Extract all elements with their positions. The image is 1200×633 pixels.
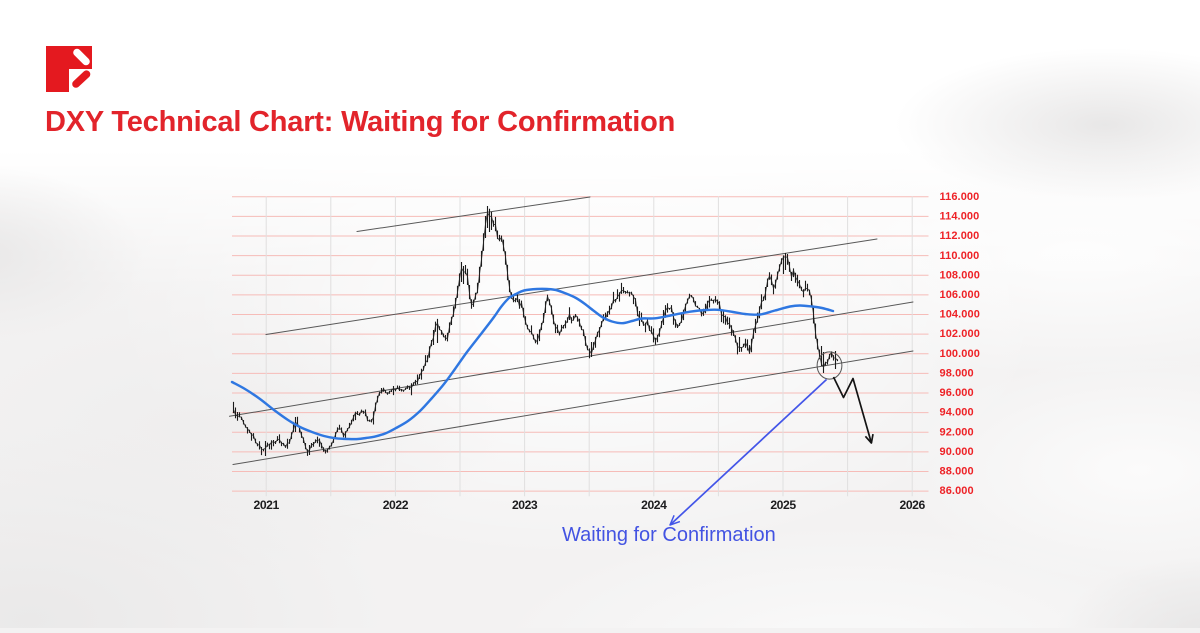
svg-text:114.000: 114.000 bbox=[940, 211, 980, 223]
svg-text:2025: 2025 bbox=[770, 498, 796, 512]
svg-text:116.000: 116.000 bbox=[940, 191, 980, 203]
svg-text:110.000: 110.000 bbox=[940, 250, 980, 262]
svg-text:2026: 2026 bbox=[900, 498, 926, 512]
svg-text:96.000: 96.000 bbox=[940, 387, 974, 399]
svg-text:88.000: 88.000 bbox=[940, 466, 974, 478]
svg-text:2024: 2024 bbox=[641, 498, 667, 512]
svg-text:2022: 2022 bbox=[383, 498, 409, 512]
svg-text:98.000: 98.000 bbox=[940, 368, 974, 380]
svg-text:86.000: 86.000 bbox=[940, 485, 974, 497]
svg-text:92.000: 92.000 bbox=[940, 426, 974, 438]
svg-text:108.000: 108.000 bbox=[940, 269, 980, 281]
svg-text:2021: 2021 bbox=[254, 498, 280, 512]
svg-text:112.000: 112.000 bbox=[940, 230, 980, 242]
svg-text:90.000: 90.000 bbox=[940, 446, 974, 458]
svg-text:102.000: 102.000 bbox=[940, 328, 980, 340]
svg-text:100.000: 100.000 bbox=[940, 348, 980, 360]
svg-text:106.000: 106.000 bbox=[940, 289, 980, 301]
svg-text:2023: 2023 bbox=[512, 498, 538, 512]
svg-text:Waiting for Confirmation: Waiting for Confirmation bbox=[562, 524, 776, 546]
svg-text:104.000: 104.000 bbox=[940, 309, 980, 321]
svg-text:94.000: 94.000 bbox=[940, 407, 974, 419]
